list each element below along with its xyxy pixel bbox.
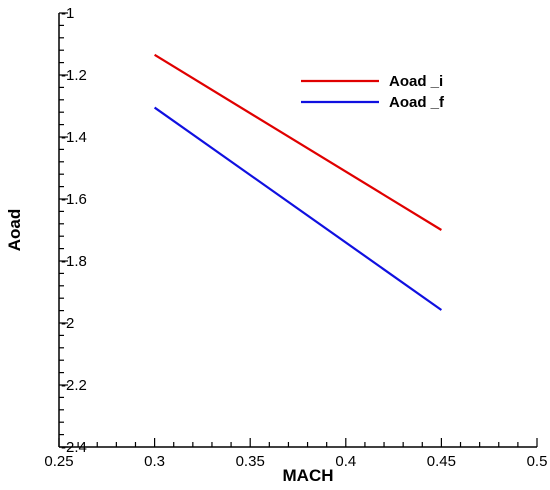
x-ticks: 0.25 0.3 0.35 0.4 0.45 0.5 [44, 438, 547, 470]
x-tick-label: 0.25 [44, 453, 73, 470]
x-tick-label: 0.3 [144, 453, 165, 470]
x-tick-label: 0.4 [335, 453, 356, 470]
y-tick-label: -2 [61, 315, 74, 332]
y-tick-label: -1.8 [61, 253, 87, 270]
series-lines [153, 53, 443, 311]
legend-label: Aoad _i [389, 73, 443, 90]
y-tick-label: -2.2 [61, 377, 87, 394]
y-axis-title: Aoad [5, 209, 24, 252]
axes [58, 13, 537, 448]
y-ticks: -2.4 -2.2 -2 -1.8 -1.6 -1.4 -1.2 -1 [59, 5, 87, 456]
legend: Aoad _i Aoad _f [301, 73, 445, 111]
x-axis-title: MACH [283, 466, 334, 485]
y-tick-label: -1 [61, 5, 74, 22]
x-tick-label: 0.35 [236, 453, 265, 470]
x-tick-label: 0.45 [427, 453, 456, 470]
x-tick-label: 0.5 [527, 453, 548, 470]
y-tick-label: -1.4 [61, 129, 87, 146]
series-line-2 [153, 106, 443, 311]
y-tick-label: -2.4 [61, 439, 87, 456]
legend-label: Aoad _f [389, 94, 445, 111]
y-tick-label: -1.6 [61, 191, 87, 208]
series-line-1 [154, 53, 442, 231]
y-tick-label: -1.2 [61, 67, 87, 84]
